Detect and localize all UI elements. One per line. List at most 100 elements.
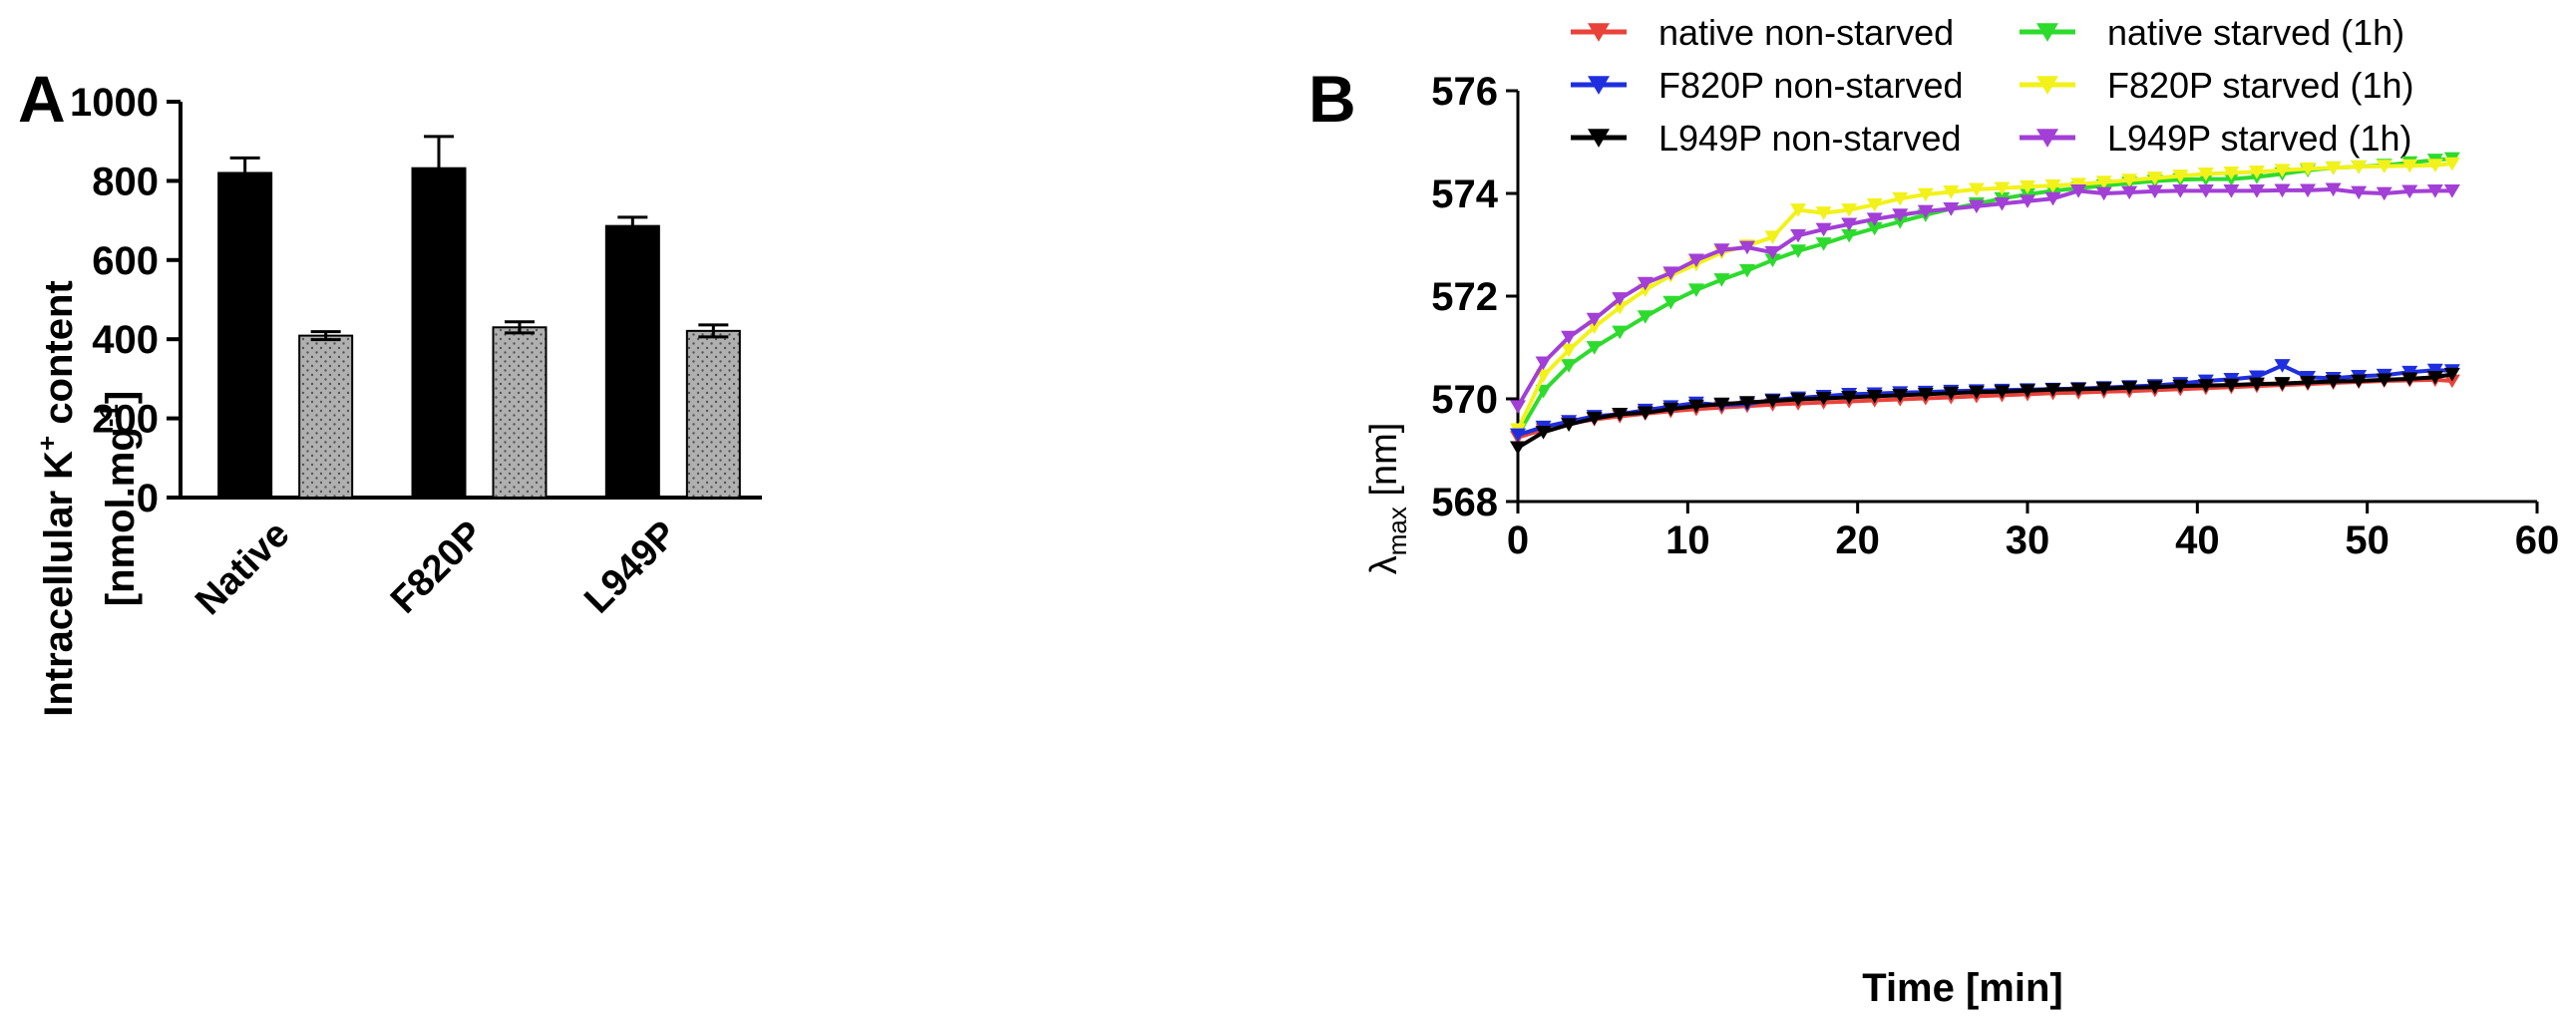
chart-b-data-point <box>2248 370 2265 385</box>
chart-a-y-tick-label: 200 <box>92 398 159 442</box>
chart-b-data-point <box>2223 167 2240 180</box>
chart-b-data-point <box>1790 393 1807 407</box>
chart-b-data-point <box>1713 397 1730 412</box>
chart-b-data-point <box>1510 441 1526 456</box>
chart-b-data-point <box>2095 186 2112 201</box>
chart-b-data-point <box>1637 406 1654 421</box>
legend-label: F820P non-starved <box>1658 65 1964 106</box>
chart-a-bar <box>411 167 467 499</box>
chart-b-data-point <box>1968 199 1985 214</box>
chart-b-data-point <box>1612 325 1629 340</box>
chart-b-data-point <box>2223 184 2240 198</box>
chart-b-data-point <box>1968 182 1985 197</box>
chart-a-bar <box>298 334 354 500</box>
chart-b-data-point <box>1892 388 1909 403</box>
chart-b-data-point <box>1586 312 1603 327</box>
chart-b-data-point <box>2351 160 2368 174</box>
chart-b-data-point <box>2121 185 2138 200</box>
chart-b-data-point <box>2376 186 2392 201</box>
legend-swatch-marker <box>1588 23 1610 42</box>
chart-b-data-point <box>2121 381 2138 395</box>
chart-b-data-point <box>2300 183 2317 198</box>
y-label-line1-sup: + <box>32 436 62 451</box>
chart-b-data-point <box>2095 382 2112 396</box>
chart-b-data-point <box>1917 387 1934 402</box>
chart-b-data-point <box>1687 253 1704 268</box>
chart-b-data-point <box>1866 390 1883 404</box>
chart-b-data-point <box>1866 221 1883 236</box>
chart-b-data-point <box>2146 184 2163 199</box>
chart-a: Intracellular K+ content [nmol.mg-1] 0 20… <box>32 81 762 717</box>
chart-b-data-point <box>1662 266 1679 281</box>
chart-b-data-point <box>1841 203 1858 217</box>
chart-b-data-point <box>1713 243 1730 257</box>
chart-b-data-point <box>2426 363 2443 378</box>
chart-b-data-point <box>1841 391 1858 405</box>
chart-b-data-point <box>1586 412 1603 426</box>
chart-b-data-point <box>2020 194 2035 208</box>
y-label-line1-suffix: content <box>37 280 81 436</box>
chart-b-y-tick-label: 568 <box>1431 481 1498 524</box>
chart-a-bar <box>217 171 273 500</box>
chart-b-y-tick-label: 570 <box>1431 378 1498 422</box>
chart-b-data-point <box>1561 330 1578 345</box>
chart-b-x-tick-label: 60 <box>2515 518 2560 562</box>
chart-b-data-point <box>2274 359 2291 373</box>
chart-b-data-point <box>2325 161 2342 175</box>
chart-b-data-point <box>2248 184 2265 198</box>
chart-b-data-point <box>2426 184 2443 198</box>
chart-b-data-point <box>1662 295 1679 310</box>
panel-b-label: B <box>1308 62 1356 136</box>
chart-b-data-point <box>1994 196 2011 211</box>
chart-b-data-point <box>2325 182 2342 197</box>
y-label-line2-suffix: ] <box>99 391 143 404</box>
chart-b-data-point <box>2020 179 2035 194</box>
y-label-line1-prefix: Intracellular K <box>37 451 81 717</box>
y-label-subscript: max <box>1382 507 1412 555</box>
chart-b-data-point <box>1561 343 1578 358</box>
chart-b-data-point <box>1738 263 1755 278</box>
chart-b-data-point <box>2044 383 2061 397</box>
chart-b-x-axis-label: Time [min] <box>1862 966 2063 1010</box>
chart-b-data-point <box>2070 184 2087 198</box>
chart-b-data-point <box>2121 173 2138 187</box>
chart-b-data-point <box>2300 376 2317 390</box>
chart-b-data-point <box>1841 228 1858 243</box>
panel-a-label: A <box>18 62 66 136</box>
chart-b-data-point <box>2274 164 2291 178</box>
chart-b-data-point <box>1561 359 1578 373</box>
chart-b-x-tick-label: 10 <box>1665 518 1710 562</box>
chart-b-data-point <box>2070 382 2087 397</box>
chart-b-data-point <box>2248 377 2265 392</box>
chart-a-bar <box>685 329 741 499</box>
chart-b-data-point <box>2401 159 2418 173</box>
chart-b-data-point <box>2146 171 2163 185</box>
chart-b-data-point <box>2443 367 2460 382</box>
chart-b-data-point <box>2401 372 2418 387</box>
chart-b-data-point <box>1764 245 1781 260</box>
chart-b-data-point <box>1662 402 1679 417</box>
chart-b-data-point <box>2351 185 2368 200</box>
chart-b-data-point <box>1994 385 2011 399</box>
chart-b-data-point <box>1866 212 1883 226</box>
chart-b-data-point <box>2274 183 2291 198</box>
chart-b: λmax [nm] Time [min] native non-starved F… <box>1363 12 2559 1010</box>
y-label-line2-sup: -1 <box>94 404 124 427</box>
chart-b-data-point <box>2426 159 2443 172</box>
chart-a-y-tick-label: 400 <box>92 318 159 362</box>
legend-swatch-marker <box>2036 76 2058 95</box>
legend-swatch-marker <box>1588 76 1610 95</box>
chart-b-data-point <box>2300 162 2317 176</box>
chart-a-y-tick-label: 1000 <box>70 81 159 125</box>
chart-a-bar <box>604 224 660 500</box>
chart-b-data-point <box>2044 191 2061 206</box>
chart-b-data-point <box>2095 175 2112 189</box>
chart-b-data-point <box>2443 184 2460 198</box>
chart-b-data-point <box>1535 356 1552 371</box>
chart-b-data-point <box>1612 292 1629 306</box>
chart-b-data-point <box>2274 377 2291 391</box>
chart-b-data-point <box>1687 399 1704 414</box>
chart-b-data-point <box>1612 408 1629 422</box>
chart-b-data-point <box>1917 204 1934 219</box>
